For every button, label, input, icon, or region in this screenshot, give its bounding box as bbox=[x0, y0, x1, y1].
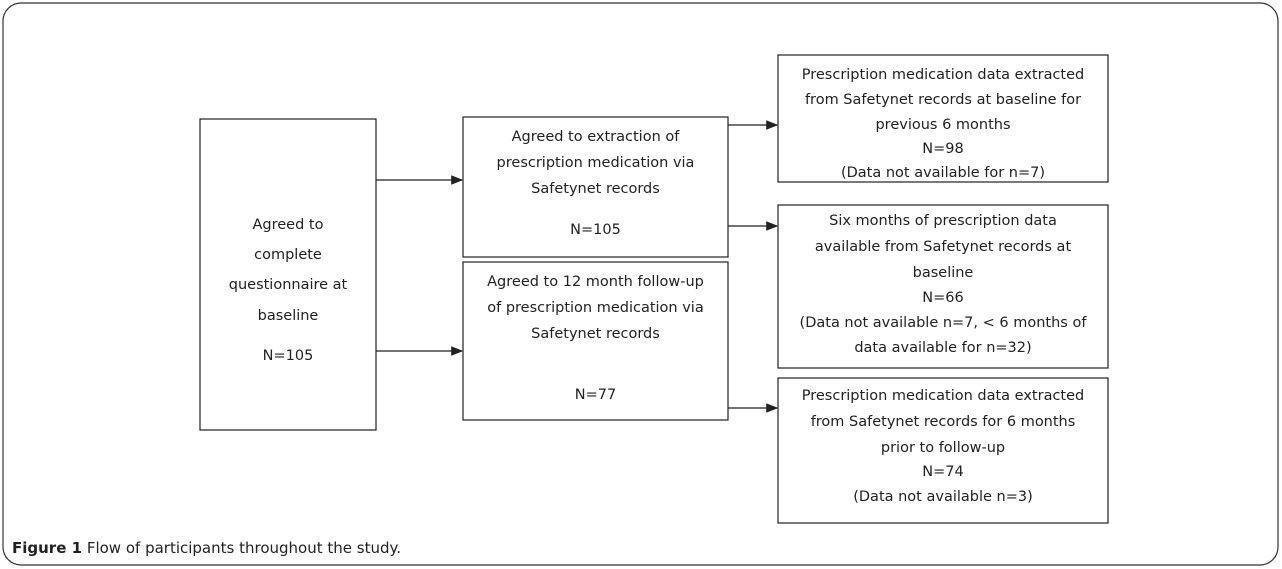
box bbox=[777, 377, 1109, 524]
box bbox=[777, 204, 1109, 369]
caption: Figure 1 Flow of participants throughout… bbox=[12, 539, 401, 557]
box-text: questionnaire at bbox=[229, 277, 348, 293]
box bbox=[199, 118, 377, 431]
box-text: data available for n=32) bbox=[854, 340, 1031, 356]
box-text: prior to follow-up bbox=[881, 440, 1005, 456]
box-text: Safetynet records bbox=[531, 181, 660, 197]
box-text: prescription medication via bbox=[497, 155, 695, 171]
box-text: Six months of prescription data bbox=[829, 213, 1057, 229]
box bbox=[777, 54, 1109, 183]
box-text: N=74 bbox=[922, 464, 963, 480]
box-text: Safetynet records bbox=[531, 326, 660, 342]
box-text: (Data not available for n=7) bbox=[841, 165, 1045, 181]
box-text: from Safetynet records for 6 months bbox=[811, 414, 1076, 430]
box-text: N=105 bbox=[570, 222, 621, 238]
box-text: Agreed to 12 month follow-up bbox=[487, 274, 704, 290]
box-text: available from Safetynet records at bbox=[815, 239, 1072, 255]
box-text: Prescription medication data extracted bbox=[802, 67, 1085, 83]
box-text: of prescription medication via bbox=[487, 300, 703, 316]
box-text: N=77 bbox=[575, 387, 616, 403]
box bbox=[462, 261, 729, 421]
box-text: N=98 bbox=[922, 141, 963, 157]
box-text: Agreed to extraction of bbox=[512, 129, 681, 145]
box-text: baseline bbox=[913, 265, 974, 281]
box-text: N=105 bbox=[263, 348, 314, 364]
caption-text: Flow of participants throughout the stud… bbox=[86, 539, 401, 557]
box-text: baseline bbox=[258, 308, 319, 324]
caption-label: Figure 1 bbox=[12, 539, 83, 557]
box-text: from Safetynet records at baseline for bbox=[805, 92, 1081, 108]
box-text: Prescription medication data extracted bbox=[802, 388, 1085, 404]
box-text: complete bbox=[254, 247, 322, 263]
box-text: (Data not available n=7, < 6 months of bbox=[800, 315, 1088, 331]
box bbox=[462, 116, 729, 258]
box-text: Agreed to bbox=[253, 217, 324, 233]
box-text: previous 6 months bbox=[875, 117, 1010, 133]
box-text: N=66 bbox=[922, 290, 963, 306]
box-text: (Data not available n=3) bbox=[853, 489, 1033, 505]
